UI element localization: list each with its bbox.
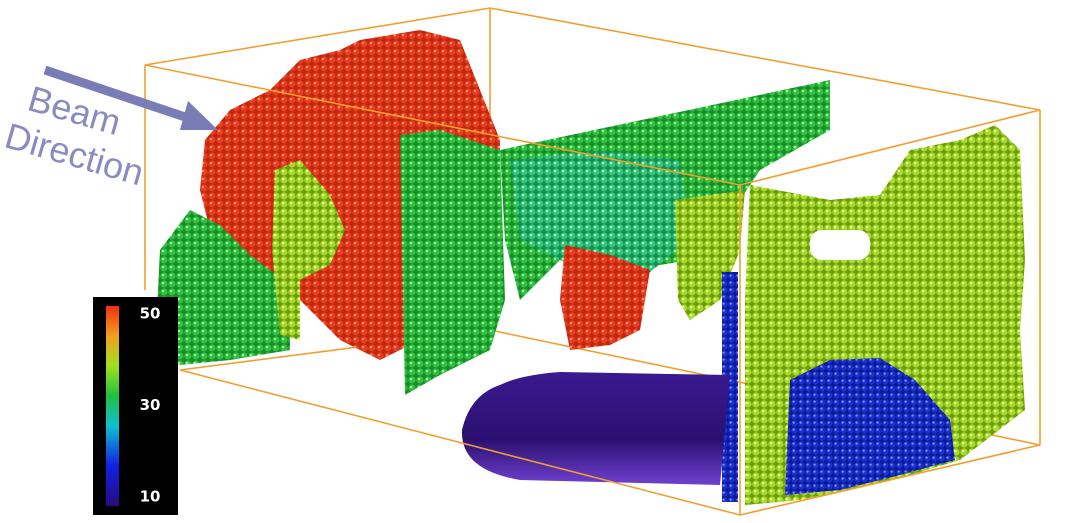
voxel-regions [155,30,1025,505]
beam-arrow [43,65,218,130]
colorbar: 50 30 10 [93,297,178,515]
red-lower [560,245,650,350]
purple-cylinder [461,372,730,485]
colorbar-gradient [106,306,119,506]
blue-right [785,358,955,495]
colorbar-tick-label: 10 [140,488,161,506]
box-front-edges [144,7,1041,516]
lime-strip [675,190,745,320]
teal-region [510,150,690,280]
colorbar-background [93,297,178,515]
annotation-text: Beam Direction [1,74,160,193]
colorbar-tick-label: 30 [140,396,161,414]
lime-left [272,160,345,340]
colorbar-tick-label: 50 [140,305,161,323]
green-left [155,210,290,365]
white-gap [810,230,870,260]
green-panel [400,130,505,395]
blue-column [722,272,738,502]
